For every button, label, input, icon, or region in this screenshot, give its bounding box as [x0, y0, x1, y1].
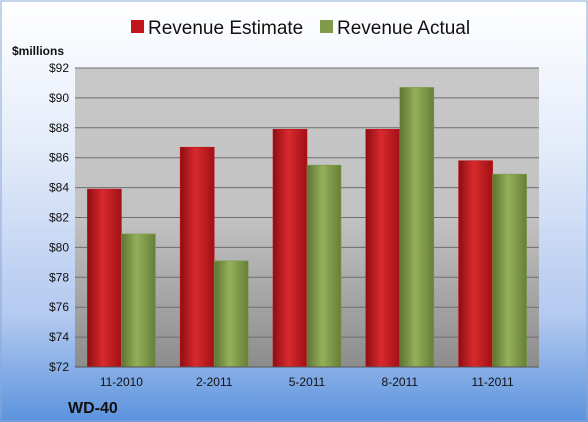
bar-estimate — [179, 146, 215, 368]
legend-swatch-actual — [320, 20, 333, 33]
bar-actual — [121, 233, 156, 368]
x-tick-label: 8-2011 — [382, 375, 419, 389]
bar-estimate — [458, 160, 493, 368]
bar-actual — [399, 87, 435, 368]
y-tick-label: $76 — [49, 300, 69, 314]
legend-swatch-estimate — [131, 20, 144, 33]
y-tick-label: $74 — [49, 330, 69, 344]
bar-estimate — [87, 188, 122, 368]
y-axis-ticks: $72 $74 $76 $78 $80 $82 $84 $86 $88 $90 $92 — [49, 61, 69, 374]
x-axis-ticks: 11-2010 2-2011 5-2011 8-2011 11-2011 — [100, 375, 514, 389]
bar-actual — [492, 173, 527, 368]
bar-estimate — [272, 128, 308, 368]
bars — [87, 87, 527, 368]
y-tick-label: $90 — [49, 91, 69, 105]
x-tick-label: 5-2011 — [289, 375, 326, 389]
legend-label-actual: Revenue Actual — [337, 18, 470, 39]
bar-actual — [213, 260, 249, 368]
y-tick-label: $78 — [49, 270, 69, 284]
y-axis-unit-label: $millions — [12, 44, 64, 58]
legend: Revenue Estimate Revenue Actual — [131, 18, 470, 39]
bar-actual — [306, 164, 342, 368]
y-tick-label: $92 — [49, 61, 69, 75]
y-tick-label: $88 — [49, 121, 69, 135]
y-tick-label: $72 — [49, 360, 69, 374]
x-tick-label: 11-2010 — [100, 375, 143, 389]
company-label: WD-40 — [68, 400, 118, 417]
y-tick-label: $80 — [49, 240, 69, 254]
y-tick-label: $82 — [49, 211, 69, 225]
x-tick-label: 11-2011 — [471, 375, 514, 389]
y-tick-label: $86 — [49, 151, 69, 165]
bar-estimate — [365, 128, 401, 368]
legend-label-estimate: Revenue Estimate — [148, 18, 303, 39]
y-tick-label: $84 — [49, 181, 69, 195]
x-tick-label: 2-2011 — [196, 375, 233, 389]
